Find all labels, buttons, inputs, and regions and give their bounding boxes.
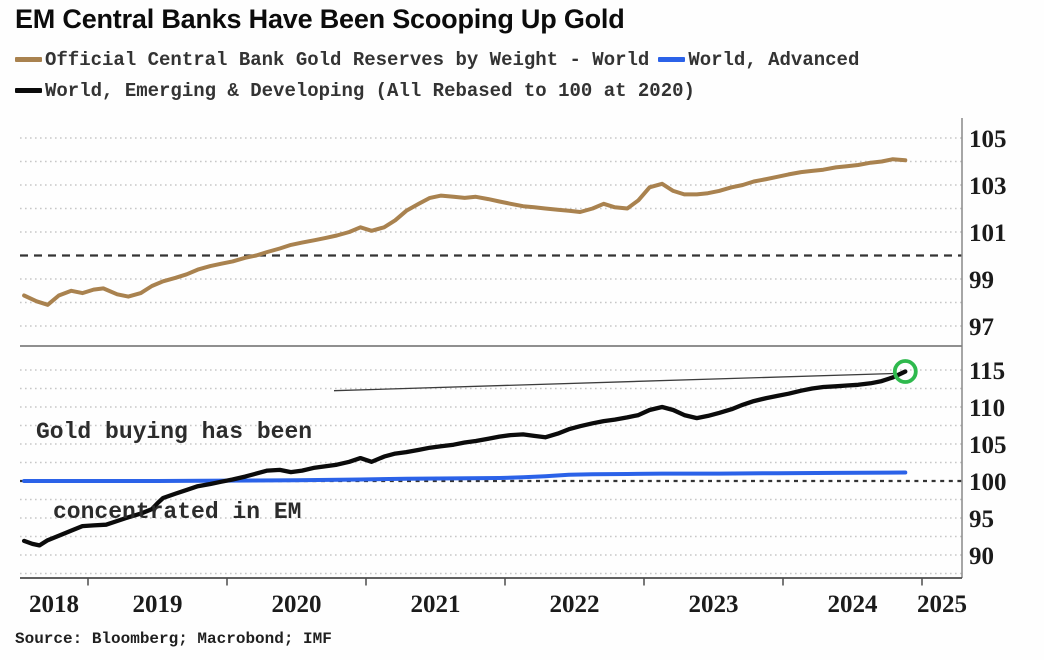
chart-annotation: Gold buying has been concentrated in EM [36,366,312,578]
legend-label-world-emerging: World, Emerging & Developing (All Rebase… [45,79,695,102]
legend-row-2: World, Emerging & Developing (All Rebase… [15,75,859,106]
series-line-world-emerging-developing [21,369,908,548]
x-tick-label: 2024 [828,591,879,618]
y-tick-label: 105 [969,432,1007,459]
x-tick-label: 2020 [272,591,322,618]
panel-bottom: 115 110 105 100 95 90 [20,358,1007,575]
series-swatch-world-emerging-icon [15,88,42,93]
legend-label-world-advanced: World, Advanced [688,48,860,71]
y-tick-label: 103 [969,173,1007,200]
source-note: Source: Bloomberg; Macrobond; IMF [15,630,332,648]
annotation-line-2: concentrated in EM [53,498,302,525]
x-tick-label: 2025 [917,591,967,618]
highlight-circle-icon [892,359,918,384]
panel-top: 105 103 101 99 97 [20,126,1007,341]
series-line-official-central-bank-gold-reserves-by-weight-world [22,157,908,307]
y-tick-label: 100 [969,469,1007,496]
y-tick-label: 105 [969,126,1007,153]
y-tick-label: 95 [969,506,994,533]
y-tick-label: 101 [969,220,1007,247]
y-tick-label: 90 [969,543,994,570]
y-tick-label: 97 [969,314,994,341]
annotation-pointer-line [333,372,894,392]
chart-title: EM Central Banks Have Been Scooping Up G… [15,4,625,34]
x-tick-label: 2023 [689,591,739,618]
series-swatch-world-total-icon [15,57,42,62]
legend-label-world-total: Official Central Bank Gold Reserves by W… [45,48,650,71]
annotation-line-1: Gold buying has been [36,419,313,445]
legend: Official Central Bank Gold Reserves by W… [15,44,859,106]
y-tick-label: 110 [969,395,1005,422]
legend-row-1: Official Central Bank Gold Reserves by W… [15,44,859,75]
series-swatch-world-advanced-icon [658,57,686,62]
y-tick-label: 99 [969,267,994,294]
x-tick-label: 2019 [133,591,183,618]
x-tick-label: 2021 [411,591,461,618]
y-tick-label: 115 [969,358,1005,385]
x-tick-label: 2018 [29,591,79,618]
x-tick-label: 2022 [550,591,600,618]
